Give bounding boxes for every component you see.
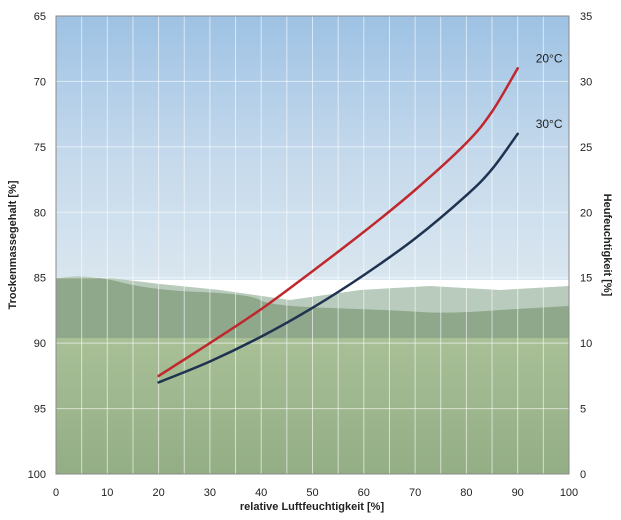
series-labels: 20°C 30°C [536,51,563,130]
y-right-axis-title: Heufeuchtigkeit [%] [601,194,613,297]
grid [56,16,569,474]
x-tick-labels: 0 10 20 30 40 50 60 70 80 90 100 [53,487,578,499]
y-right-tick-label: 0 [580,469,586,481]
y-right-tick-labels: 35 30 25 20 15 10 5 0 [580,11,592,481]
y-right-tick-label: 15 [580,273,592,285]
x-tick-label: 30 [204,487,216,499]
y-left-tick-label: 80 [34,207,46,219]
y-right-tick-label: 5 [580,404,586,416]
plot-frame [55,15,570,475]
x-tick-label: 70 [409,487,421,499]
y-left-tick-labels: 65 70 75 80 85 90 95 100 [28,11,46,481]
x-tick-label: 80 [460,487,472,499]
series-line-1 [157,67,519,378]
y-right-tick-label: 10 [580,338,592,350]
x-tick-label: 20 [152,487,164,499]
y-left-tick-label: 70 [34,76,46,88]
y-left-tick-label: 85 [34,273,46,285]
y-left-tick-label: 75 [34,142,46,154]
x-tick-label: 60 [358,487,370,499]
y-left-tick-label: 65 [34,11,46,23]
y-right-tick-label: 30 [580,76,592,88]
series-label-2: 30°C [536,117,563,131]
x-tick-label: 0 [53,487,59,499]
y-left-tick-label: 95 [34,404,46,416]
y-right-tick-label: 20 [580,207,592,219]
x-tick-label: 50 [306,487,318,499]
x-tick-label: 10 [101,487,113,499]
y-right-tick-label: 35 [580,11,592,23]
y-left-tick-label: 100 [28,469,46,481]
series-line-2 [157,132,519,384]
y-left-axis-title: Trockenmassegehalt [%] [7,180,19,309]
x-tick-label: 90 [512,487,524,499]
y-left-tick-label: 90 [34,338,46,350]
x-tick-label: 100 [560,487,578,499]
series-lines [157,67,519,384]
y-right-tick-label: 25 [580,142,592,154]
series-label-1: 20°C [536,51,563,65]
x-axis-title: relative Luftfeuchtigkeit [%] [240,501,385,513]
x-tick-label: 40 [255,487,267,499]
